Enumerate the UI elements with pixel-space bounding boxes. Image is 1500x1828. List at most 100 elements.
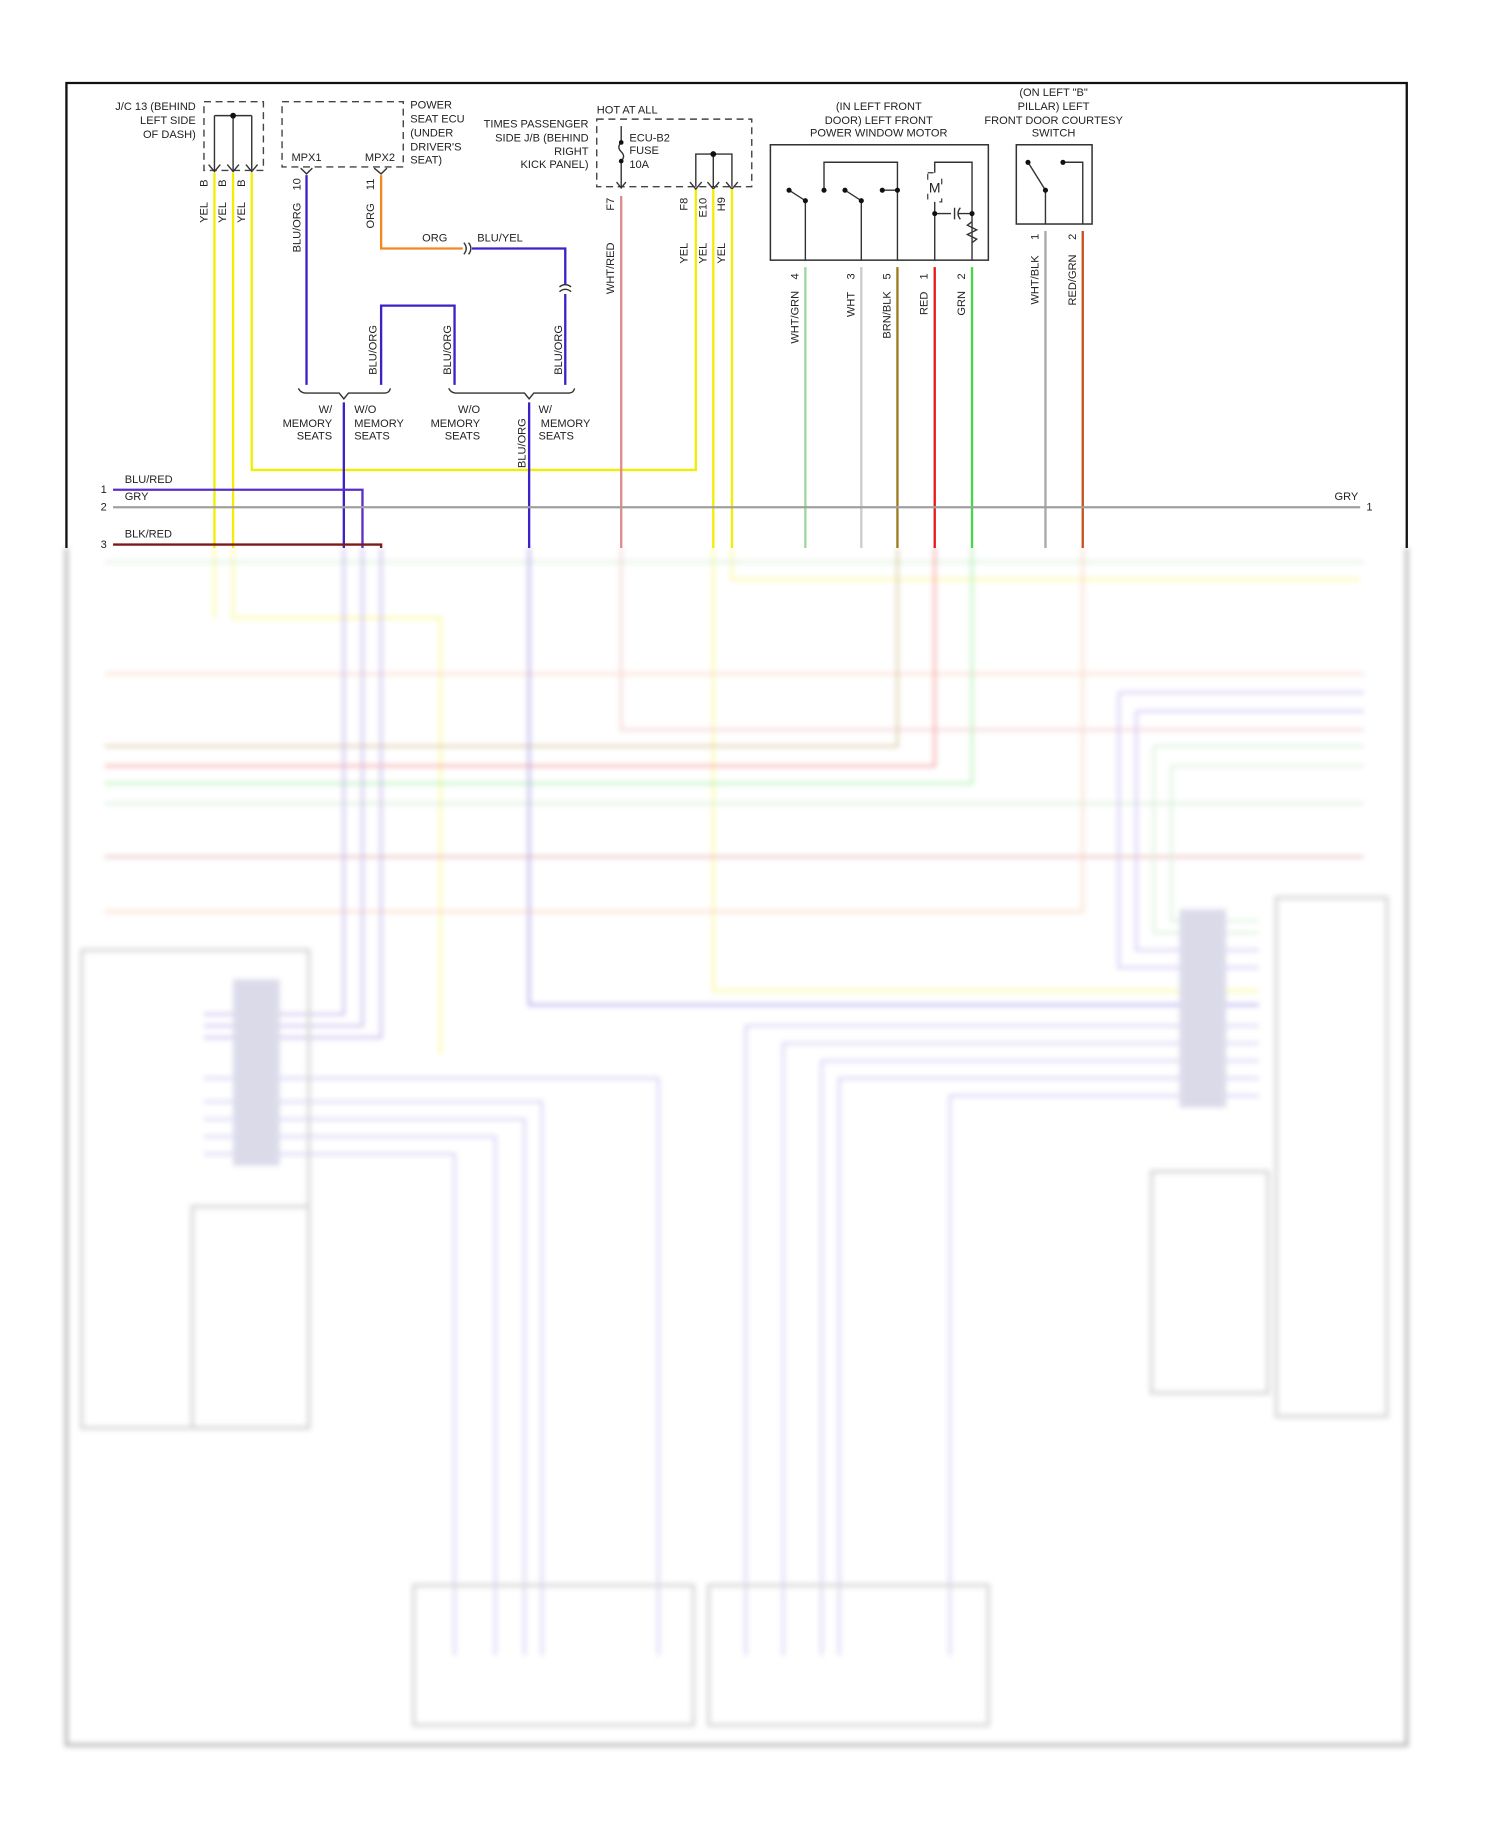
inline-connector-icon	[559, 283, 572, 293]
pin-arrow-icon	[616, 181, 627, 190]
pin-label: 1	[1366, 502, 1372, 514]
pin-arrow-icons	[300, 167, 388, 175]
pin-label: 2	[101, 502, 107, 514]
pin-label: H9	[716, 197, 728, 211]
terminal-label: MPX1	[291, 152, 321, 164]
pin-label: 5	[881, 273, 893, 279]
obscured-lower-diagram	[64, 548, 1409, 1747]
wire-blu-red	[113, 488, 364, 549]
capacitor-resistor-icon	[934, 207, 979, 244]
option-label: MEMORY	[541, 418, 591, 430]
jb-title-line: KICK PANEL)	[521, 159, 589, 171]
option-label: MEMORY	[354, 418, 404, 430]
obscured-connector	[1179, 909, 1227, 1108]
wire-color-label: WHT/BLK	[1029, 255, 1041, 305]
obscured-wire	[104, 548, 1084, 913]
pin-label: F8	[679, 198, 691, 211]
option-label: SEATS	[445, 431, 480, 443]
obscured-wire	[620, 548, 1364, 732]
pin-label: 1	[919, 273, 931, 279]
obscured-connector	[233, 979, 280, 1166]
wire-color-label: YEL	[679, 243, 691, 264]
obscured-component	[79, 948, 311, 1430]
jb-title-line: TIMES PASSENGER	[484, 118, 589, 130]
wire-color-label: YEL	[697, 243, 709, 264]
ecu-box	[281, 100, 404, 168]
option-bracket	[297, 388, 392, 400]
pin-label: 4	[789, 273, 801, 279]
pin-label: 11	[365, 179, 377, 190]
wire-color-label: YEL	[716, 243, 728, 264]
jb-title-line: SIDE J/B (BEHIND	[495, 132, 588, 144]
option-label: W/O	[354, 404, 377, 416]
wire-color-label: ORG	[365, 203, 377, 228]
pin-label: 3	[101, 539, 107, 551]
fuse-label: ECU-B2	[629, 132, 670, 144]
obscured-wires	[1152, 745, 1364, 934]
diagram-frame-lower	[64, 548, 1409, 1747]
switch-contact-dot	[802, 198, 808, 204]
wire-color-label: GRY	[1334, 491, 1358, 503]
memory-option-labels: W/ MEMORY SEATS W/O MEMORY SEATS W/O MEM…	[283, 404, 591, 443]
obscured-component	[412, 1583, 696, 1727]
ecu-title-line: SEAT ECU	[410, 114, 464, 126]
pin-label: 1	[1029, 234, 1041, 240]
ecu-title-line: POWER	[410, 100, 452, 112]
power-seat-ecu: MPX1 MPX2 POWER SEAT ECU (UNDER DRIVER'S…	[281, 100, 465, 252]
option-label: MEMORY	[283, 418, 333, 430]
pin-label: E10	[697, 198, 709, 218]
wire-color-label: ORG	[422, 233, 447, 245]
fuse-label: FUSE	[629, 145, 659, 157]
ecu-title-line: DRIVER'S	[410, 142, 461, 154]
pin-label: F7	[605, 198, 617, 211]
wire-color-label: BLU/ORG	[442, 325, 454, 375]
wire-color-label: RED	[919, 292, 931, 315]
switch-title-line: FRONT DOOR COURTESY	[984, 115, 1123, 127]
wire-color-label: YEL	[198, 202, 210, 223]
option-label: SEATS	[354, 431, 389, 443]
switch-contact-dot	[879, 187, 885, 193]
obscured-wire	[527, 548, 1259, 1007]
motor-title-line: DOOR) LEFT FRONT	[825, 115, 933, 127]
wire-color-label: BLU/ORG	[367, 325, 379, 375]
obscured-wires	[203, 548, 383, 1039]
switch-title-line: SWITCH	[1032, 128, 1076, 140]
splice-dot	[230, 112, 237, 119]
option-label: W/O	[458, 404, 481, 416]
wire-color-label: BLK/RED	[125, 529, 172, 541]
left-connector: 1 2 3 BLU/RED GRY BLK/RED	[101, 474, 173, 551]
pin-label: 10	[292, 178, 304, 190]
wire-color-label: GRN	[956, 291, 968, 316]
wire-color-label: GRY	[125, 491, 149, 503]
pin-label: B	[198, 180, 210, 187]
obscured-wire	[104, 548, 974, 785]
obscured-wires	[744, 1024, 1259, 1656]
switch-contact-dot	[894, 187, 900, 193]
wire-color-label: WHT	[845, 292, 857, 317]
wire-org	[379, 175, 463, 250]
obscured-wires	[1117, 691, 1364, 969]
option-label: SEATS	[538, 431, 573, 443]
wire-blu-yel	[472, 247, 567, 285]
motor-symbol: M	[929, 180, 941, 196]
jc13-bus	[213, 114, 253, 171]
wire-color-label: WHT/GRN	[789, 291, 801, 344]
wire-blk-red	[113, 543, 383, 549]
wire-color-label: RED/GRN	[1067, 254, 1079, 305]
obscured-wire	[104, 548, 936, 768]
obscured-component	[190, 1204, 311, 1430]
wire-blu-org	[379, 304, 456, 385]
wire-yel	[250, 172, 697, 472]
pin-label: 2	[1067, 234, 1079, 240]
wire-color-label: BLU/ORG	[517, 418, 529, 468]
motor-title-line: POWER WINDOW MOTOR	[810, 128, 947, 140]
junction-dot	[969, 210, 975, 217]
ecu-title-line: SEAT)	[410, 154, 442, 166]
switch-box	[1015, 144, 1093, 225]
wire-color-label: BRN/BLK	[881, 291, 893, 339]
switch-contact-icon	[1027, 161, 1084, 225]
jb-box	[596, 118, 753, 188]
option-label: W/	[319, 404, 333, 416]
